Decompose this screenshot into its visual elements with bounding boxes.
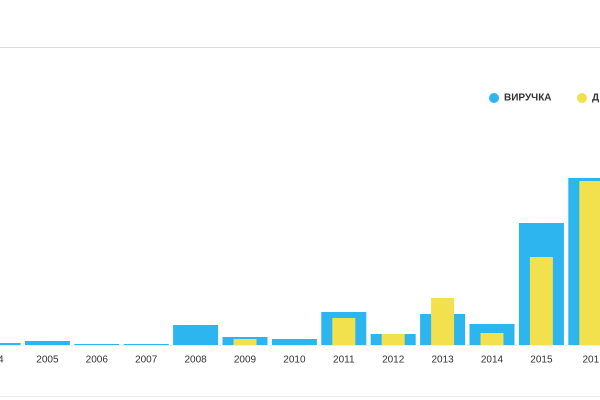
bar xyxy=(233,339,257,345)
x-tick-label: 2006 xyxy=(86,355,109,366)
bar xyxy=(431,298,455,345)
x-tick-label: 2015 xyxy=(530,355,553,366)
x-tick-label: 2013 xyxy=(431,355,454,366)
bar xyxy=(332,318,356,345)
bar xyxy=(579,181,600,345)
bar xyxy=(24,341,70,345)
x-tick-label: 2012 xyxy=(382,355,405,366)
legend-label: ВИРУЧКА xyxy=(504,93,552,104)
bar xyxy=(381,334,405,345)
bar xyxy=(173,325,219,345)
bar xyxy=(0,343,21,345)
x-tick-label: 2008 xyxy=(184,355,207,366)
bar xyxy=(74,344,120,345)
legend-marker xyxy=(577,93,587,103)
bar xyxy=(123,344,169,345)
legend-marker xyxy=(489,93,499,103)
bar xyxy=(529,257,553,345)
x-tick-label: 04 xyxy=(0,355,4,366)
x-tick-label: 2011 xyxy=(333,355,355,366)
x-tick-label: 2009 xyxy=(234,355,257,366)
x-tick-label: 2010 xyxy=(283,355,306,366)
bar xyxy=(480,333,504,345)
x-tick-label: 2014 xyxy=(481,355,504,366)
x-tick-label: 2007 xyxy=(135,355,158,366)
x-tick-label: 201 xyxy=(582,355,599,366)
bar xyxy=(271,339,317,345)
legend-label: Д xyxy=(592,93,599,104)
x-tick-label: 2005 xyxy=(36,355,59,366)
